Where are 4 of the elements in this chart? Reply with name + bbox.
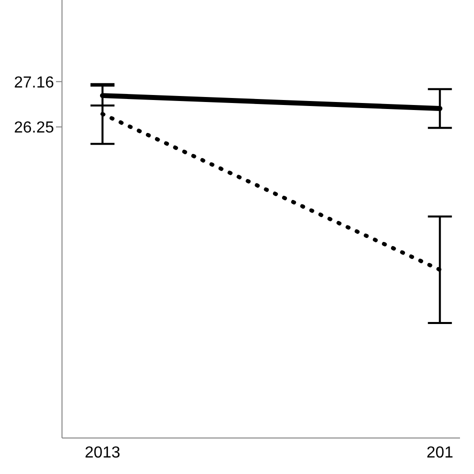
y-tick-label: 26.25	[14, 120, 54, 137]
x-tick-label: 201	[426, 444, 454, 462]
x-tick-label: 2013	[84, 444, 120, 462]
y-tick-label: 27.16	[14, 74, 54, 92]
